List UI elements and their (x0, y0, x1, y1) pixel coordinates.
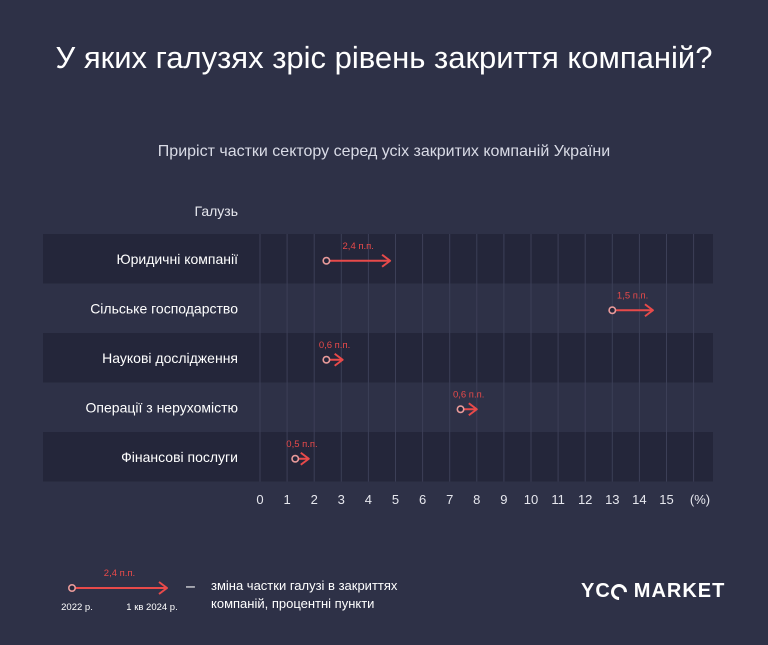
arrow-head (158, 581, 168, 595)
x-tick-label: 15 (659, 492, 673, 507)
x-tick-label: 14 (632, 492, 646, 507)
arrow-head (644, 303, 654, 318)
arrow-start-marker (68, 583, 77, 592)
category-label: Фінансові послуги (121, 449, 238, 465)
change-label: 0,6 п.п. (319, 340, 350, 351)
x-tick-label: 3 (338, 492, 345, 507)
x-tick-label: 0 (256, 492, 263, 507)
logo-text-right: MARKET (633, 580, 726, 602)
arrow-head (468, 402, 478, 417)
arrow-start-marker (456, 405, 465, 414)
chart-subtitle: Приріст частки сектору серед усіх закрит… (157, 143, 611, 160)
logo-mark-icon (607, 580, 631, 603)
legend-description: зміна частки галузі в закриттях компаній… (211, 578, 398, 611)
change-label: 0,5 п.п. (286, 439, 317, 450)
brand-logo: YC MARKET (581, 580, 725, 603)
change-label: 1,5 п.п. (617, 290, 648, 301)
arrow-start-marker (608, 306, 617, 315)
row-band (43, 234, 713, 284)
arrow-start-marker (322, 256, 331, 265)
category-label: Сільське господарство (90, 300, 238, 316)
x-tick-label: 1 (283, 492, 290, 507)
x-tick-label: 9 (500, 492, 507, 507)
row-band (43, 432, 713, 482)
x-tick-label: 2 (311, 492, 318, 507)
change-label: 0,6 п.п. (453, 389, 484, 400)
legend-end-label: 1 кв 2024 р. (126, 602, 177, 613)
x-unit-label: (%) (690, 492, 710, 507)
category-label: Наукові дослідження (102, 350, 238, 366)
category-label: Операції з нерухомістю (86, 399, 238, 415)
legend-change-label: 2,4 п.п. (104, 568, 135, 579)
x-tick-label: 10 (524, 492, 538, 507)
category-header: Галузь (194, 203, 238, 219)
arrow-start-marker (322, 355, 331, 364)
x-tick-label: 7 (446, 492, 453, 507)
arrow-start-marker (291, 454, 300, 463)
legend-dash: – (186, 578, 195, 595)
row-band (43, 333, 713, 383)
x-tick-label: 5 (392, 492, 399, 507)
x-tick-label: 11 (551, 492, 565, 507)
category-label: Юридичні компанії (116, 251, 238, 267)
chart-title: У яких галузях зріс рівень закриття комп… (55, 40, 713, 75)
arrow-head (300, 451, 310, 466)
change-label: 2,4 п.п. (343, 241, 374, 252)
legend-start-label: 2022 р. (61, 602, 93, 613)
x-tick-label: 12 (578, 492, 592, 507)
arrow-head (334, 352, 344, 367)
arrow-head (381, 253, 392, 268)
x-tick-label: 8 (473, 492, 480, 507)
x-tick-label: 6 (419, 492, 426, 507)
logo-text-left: YC (581, 580, 611, 602)
x-tick-label: 4 (365, 492, 372, 507)
x-tick-label: 13 (605, 492, 619, 507)
